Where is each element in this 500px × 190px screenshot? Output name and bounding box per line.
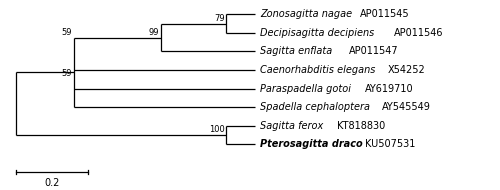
Text: 0.2: 0.2 [44, 177, 60, 188]
Text: AP011545: AP011545 [360, 9, 410, 19]
Text: Pterosagitta draco: Pterosagitta draco [260, 139, 362, 149]
Text: AP011547: AP011547 [348, 46, 398, 56]
Text: 59: 59 [62, 28, 72, 37]
Text: 59: 59 [62, 69, 72, 78]
Text: 100: 100 [209, 125, 224, 134]
Text: KU507531: KU507531 [366, 139, 416, 149]
Text: KT818830: KT818830 [338, 121, 386, 131]
Text: X54252: X54252 [388, 65, 426, 75]
Text: 79: 79 [214, 14, 224, 23]
Text: Caenorhabditis elegans: Caenorhabditis elegans [260, 65, 375, 75]
Text: AY619710: AY619710 [366, 84, 414, 93]
Text: AY545549: AY545549 [382, 102, 431, 112]
Text: Sagitta ferox: Sagitta ferox [260, 121, 323, 131]
Text: Decipisagitta decipiens: Decipisagitta decipiens [260, 28, 374, 38]
Text: Paraspadella gotoi: Paraspadella gotoi [260, 84, 351, 93]
Text: AP011546: AP011546 [394, 28, 443, 38]
Text: Sagitta enflata: Sagitta enflata [260, 46, 332, 56]
Text: Zonosagitta nagae: Zonosagitta nagae [260, 9, 352, 19]
Text: Spadella cephaloptera: Spadella cephaloptera [260, 102, 370, 112]
Text: 99: 99 [149, 28, 160, 37]
